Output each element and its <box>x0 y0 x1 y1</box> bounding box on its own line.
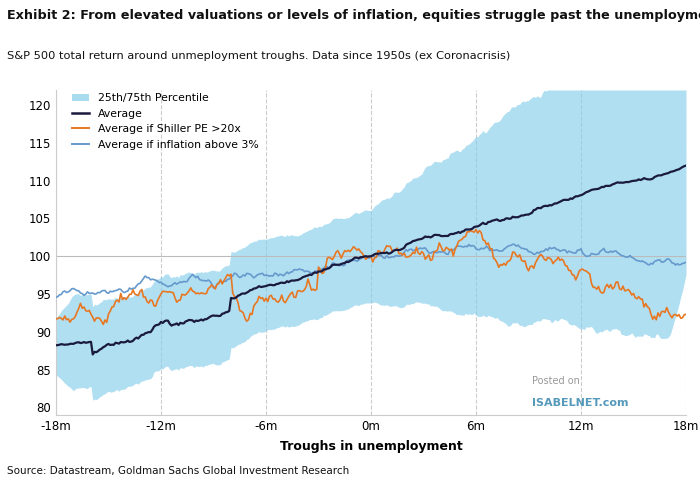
Text: ISABELNET.com: ISABELNET.com <box>532 398 628 408</box>
Text: Exhibit 2: From elevated valuations or levels of inflation, equities struggle pa: Exhibit 2: From elevated valuations or l… <box>7 8 700 22</box>
Text: S&P 500 total return around unmeployment troughs. Data since 1950s (ex Coronacri: S&P 500 total return around unmeployment… <box>7 51 510 61</box>
Text: Posted on: Posted on <box>532 376 580 386</box>
X-axis label: Troughs in unemployment: Troughs in unemployment <box>279 440 463 453</box>
Legend: 25th/75th Percentile, Average, Average if Shiller PE >20x, Average if inflation : 25th/75th Percentile, Average, Average i… <box>68 89 263 154</box>
Text: Source: Datastream, Goldman Sachs Global Investment Research: Source: Datastream, Goldman Sachs Global… <box>7 466 349 476</box>
